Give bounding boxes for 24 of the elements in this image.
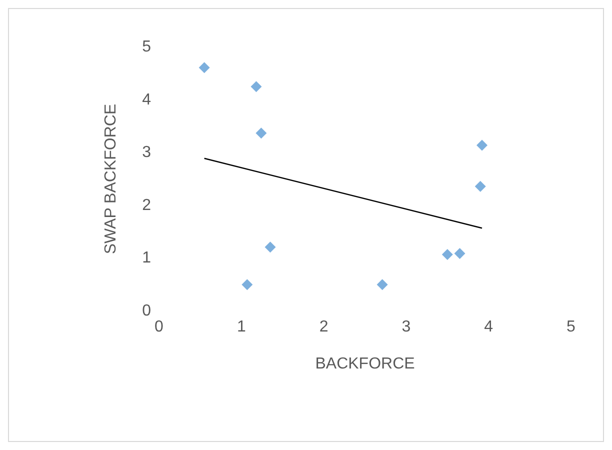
x-tick-label: 5: [566, 318, 576, 336]
point: [474, 180, 486, 192]
y-tick-label: 4: [142, 91, 152, 108]
y-tick-label: 3: [142, 144, 152, 162]
point: [198, 62, 210, 74]
point: [476, 140, 488, 151]
x-tick-label: 0: [154, 318, 164, 336]
x-tick-label: 1: [236, 318, 246, 336]
point: [264, 242, 276, 253]
point: [242, 279, 253, 290]
y-axis-title: SWAP BACKFORCE: [102, 104, 120, 254]
point: [376, 279, 388, 290]
x-axis-title: BACKFORCE: [315, 356, 415, 372]
x-tick-label: 3: [402, 318, 411, 336]
x-tick-label: 2: [319, 318, 328, 336]
y-tick-label: 2: [142, 196, 152, 214]
x-tick-label: 4: [484, 318, 494, 336]
point: [442, 249, 453, 260]
y-tick-label: 0: [142, 302, 152, 320]
y-tick-label: 1: [142, 250, 152, 267]
point: [454, 248, 466, 259]
point: [250, 81, 262, 92]
y-tick-label: 5: [142, 38, 152, 56]
point: [256, 128, 267, 139]
